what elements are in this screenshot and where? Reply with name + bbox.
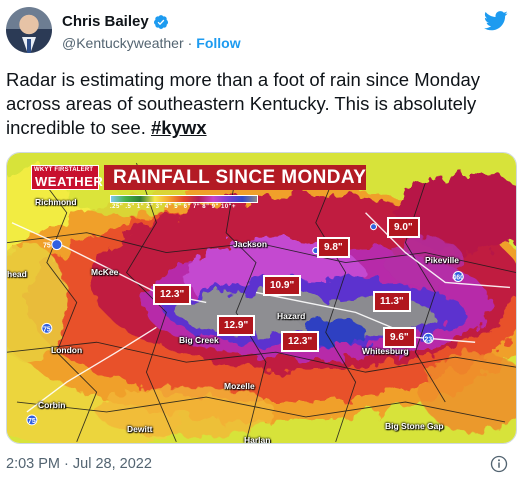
author-handle[interactable]: @Kentuckyweather: [62, 35, 184, 51]
station-logo: WKYT FIRSTALERT WEATHER: [31, 165, 103, 190]
map-title: RAINFALL SINCE MONDAY: [113, 167, 367, 188]
hashtag-link[interactable]: #kywx: [151, 117, 207, 138]
tweet-text: Radar is estimating more than a foot of …: [6, 68, 511, 140]
place-label-whitesburg: Whitesburg: [362, 346, 409, 356]
place-label-mozelle: Mozelle: [224, 381, 255, 391]
place-label-pikeville: Pikeville: [425, 255, 460, 265]
route-shield-460: 460: [452, 274, 464, 281]
rain-total-9-8: 9.8": [317, 237, 350, 258]
place-label-richmond: Richmond: [35, 197, 77, 207]
place-label-corbin: Corbin: [38, 400, 66, 410]
place-label-jackson: Jackson: [233, 239, 268, 249]
rain-total-12-3-west: 12.3": [153, 284, 192, 305]
info-icon[interactable]: [490, 455, 508, 473]
station-logo-main-text: WEATHER: [35, 174, 104, 189]
rain-total-12-3-east: 12.3": [281, 331, 320, 352]
rain-total-9-6: 9.6": [383, 327, 416, 348]
place-label-london: London: [51, 345, 83, 355]
verified-badge-icon: [153, 14, 168, 29]
twitter-bird-icon[interactable]: [484, 11, 508, 31]
station-logo-top-text: WKYT FIRSTALERT: [34, 167, 94, 173]
author-name-row: Chris Bailey: [62, 13, 169, 30]
follow-button[interactable]: Follow: [196, 35, 241, 51]
route-shield-75-south: 75: [28, 418, 36, 425]
rain-total-11-3: 11.3": [373, 291, 411, 312]
route-shield-75-north: 75: [43, 243, 51, 250]
author-handle-row: @Kentuckyweather · Follow: [62, 35, 241, 51]
place-label-dewitt: Dewitt: [127, 424, 153, 434]
author-display-name[interactable]: Chris Bailey: [62, 13, 149, 30]
tweet-timestamp[interactable]: 2:03 PM · Jul 28, 2022: [6, 456, 152, 472]
route-shield-75-mid: 75: [43, 326, 51, 333]
rain-total-10-9: 10.9": [263, 275, 302, 296]
rain-total-12-9: 12.9": [217, 315, 256, 336]
rainfall-color-scale: [110, 195, 258, 203]
place-label-harlan: Harlan: [244, 435, 271, 444]
tweet-body: Radar is estimating more than a foot of …: [6, 69, 481, 138]
route-shield-23: 23: [424, 336, 432, 343]
avatar-tie: [27, 39, 31, 53]
handle-separator: ·: [187, 35, 193, 51]
place-label-big-creek: Big Creek: [179, 335, 219, 345]
rain-total-9-0: 9.0": [387, 217, 420, 238]
avatar[interactable]: [6, 7, 52, 53]
tweet-media-image[interactable]: 75 75 75 460 23 WKYT FIRSTALERT WEATHER …: [6, 152, 517, 444]
place-label-head: head: [7, 269, 27, 279]
rainfall-radar-map: 75 75 75 460 23: [7, 153, 516, 443]
map-title-bar: [104, 165, 366, 190]
place-label-big-stone-gap: Big Stone Gap: [385, 421, 444, 431]
rainfall-scale-labels: .25" .5" 1" 2" 3" 4" 5" 6" 7" 8" 9" 10"+: [110, 204, 237, 210]
place-label-mckee: McKee: [91, 267, 119, 277]
place-label-hazard: Hazard: [277, 311, 306, 321]
